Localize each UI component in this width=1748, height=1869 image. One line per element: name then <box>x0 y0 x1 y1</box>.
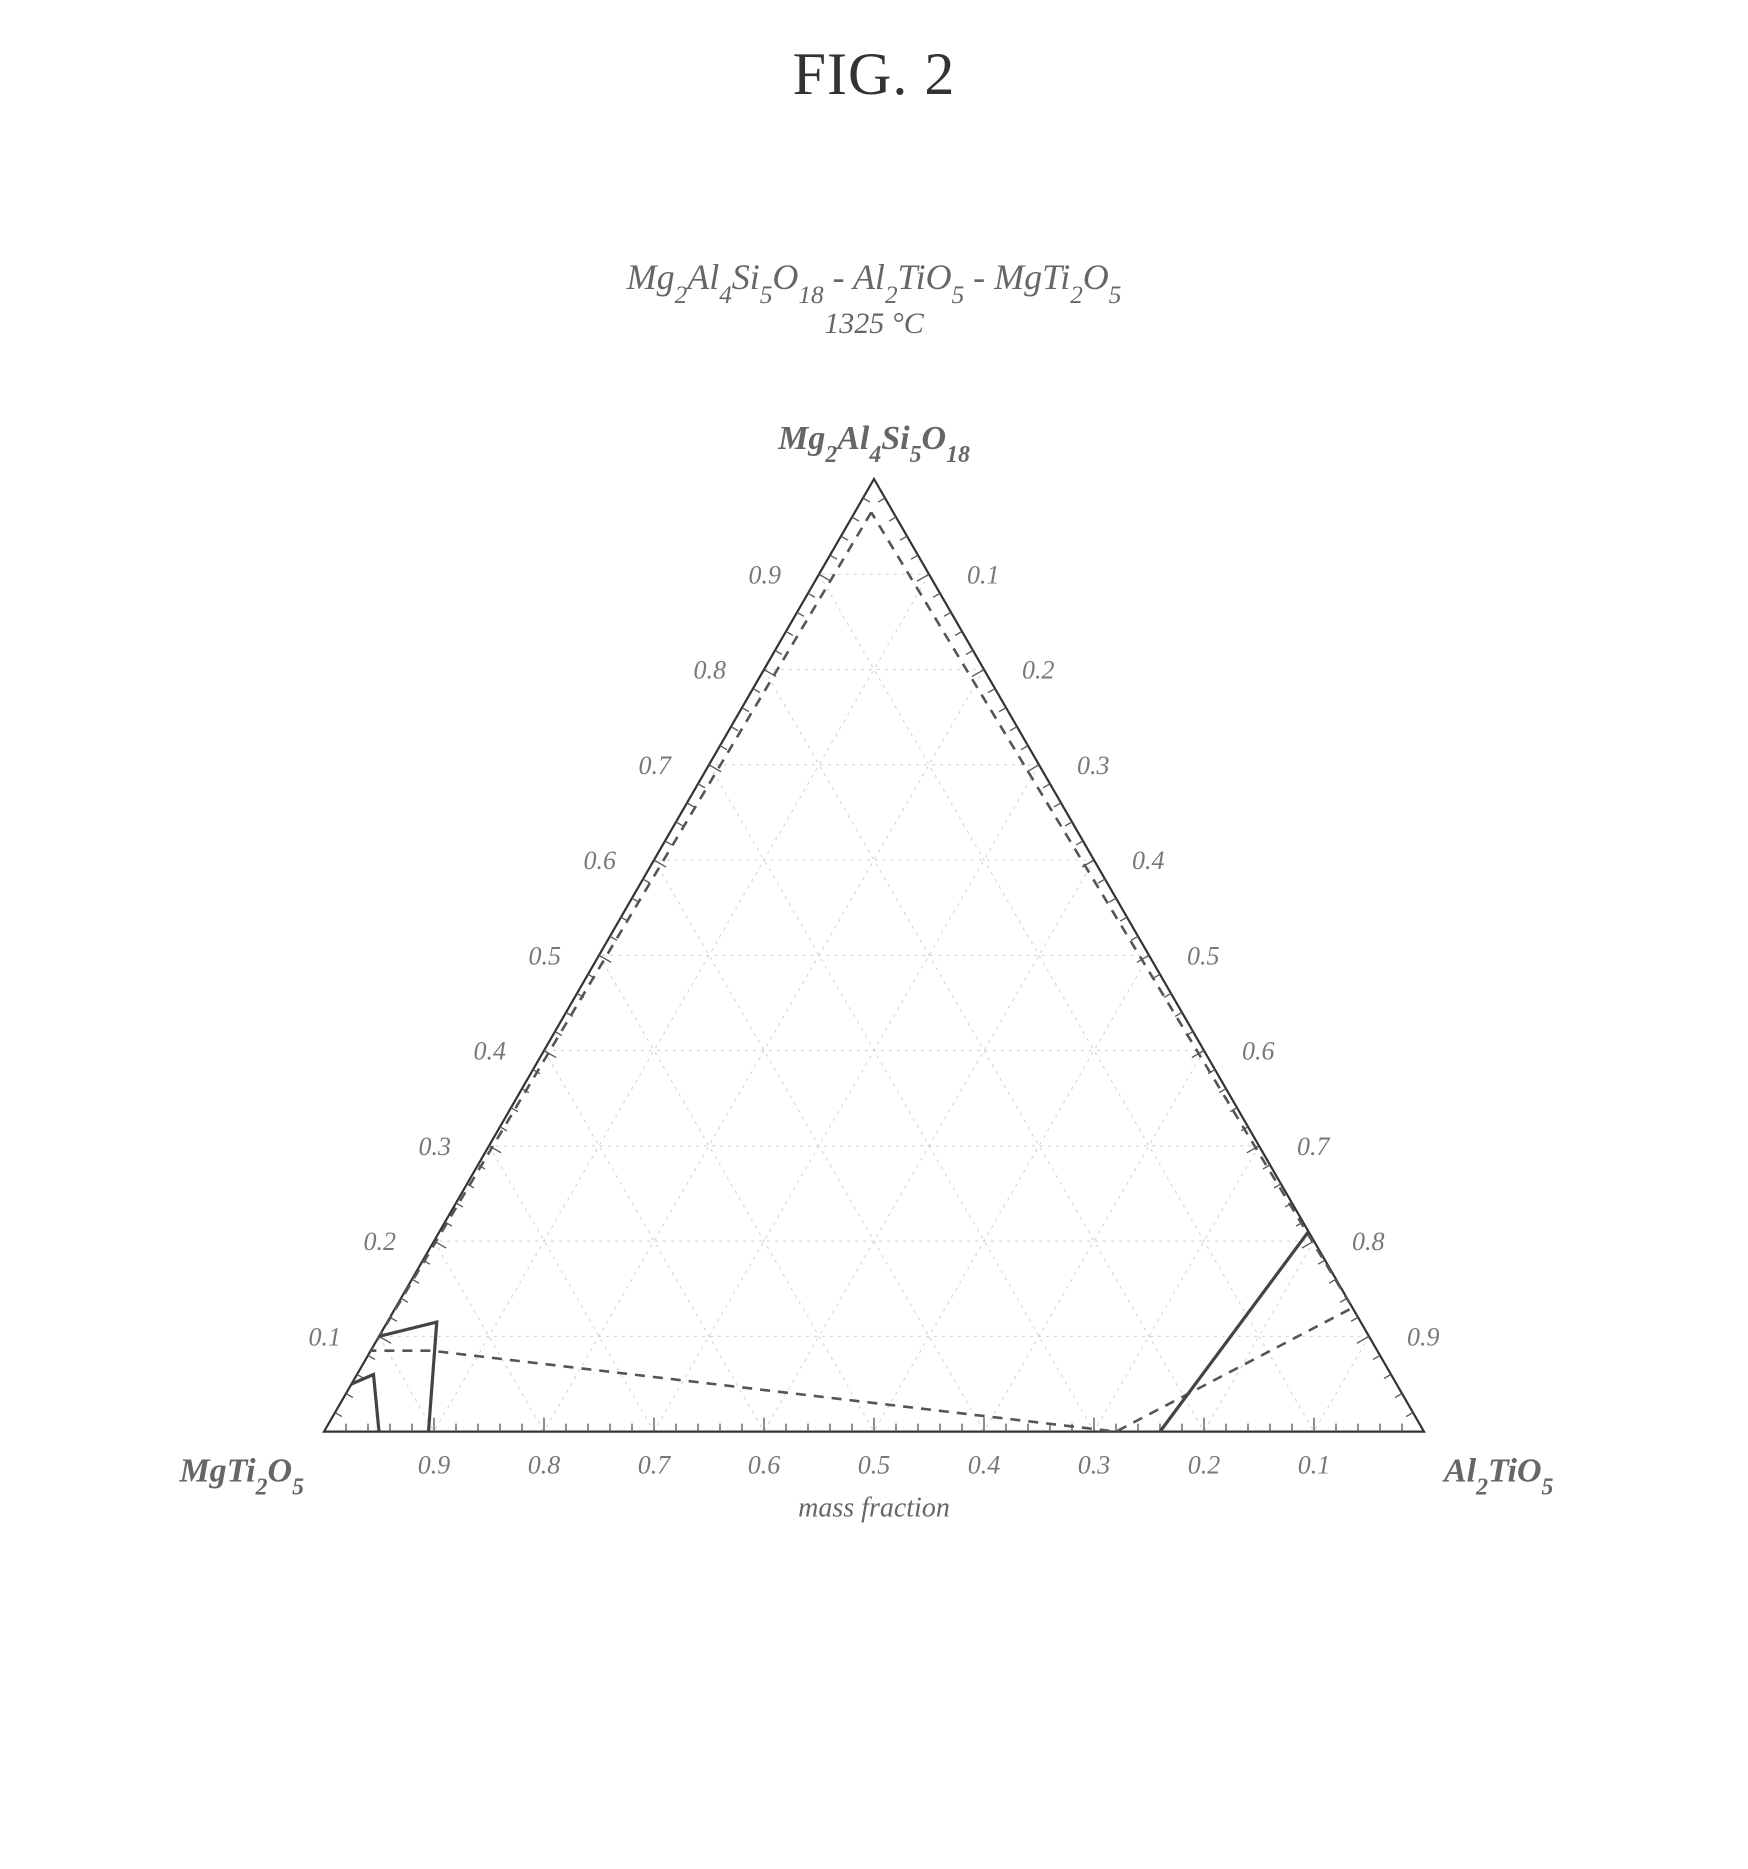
right-tick-label: 0.8 <box>1352 1227 1385 1256</box>
right-tick-label: 0.4 <box>1132 846 1165 875</box>
left-tick-label: 0.7 <box>639 751 673 780</box>
right-tick-label: 0.3 <box>1077 751 1110 780</box>
bottom-tick-label: 0.9 <box>418 1451 451 1480</box>
left-tick-label: 0.8 <box>694 656 727 685</box>
vertex-left-label: MgTi2O5 <box>178 1453 304 1501</box>
left-tick-label: 0.1 <box>309 1322 342 1351</box>
bottom-tick-label: 0.1 <box>1298 1451 1331 1480</box>
bottom-tick-label: 0.4 <box>968 1451 1001 1480</box>
right-tick-label: 0.1 <box>967 560 1000 589</box>
left-tick-label: 0.5 <box>529 941 562 970</box>
dashed-region <box>371 512 1353 1431</box>
solid-boundary-2 <box>1160 1232 1309 1432</box>
left-tick-label: 0.3 <box>419 1132 452 1161</box>
left-tick-label: 0.4 <box>474 1037 507 1066</box>
bottom-tick-label: 0.7 <box>638 1451 672 1480</box>
ternary-diagram: Mg2Al4Si5O18 - Al2TiO5 - MgTi2O51325 °C M… <box>40 219 1708 1659</box>
solid-boundary-0 <box>352 1374 380 1431</box>
tick-marks <box>335 498 1413 1432</box>
bottom-tick-label: 0.2 <box>1188 1451 1221 1480</box>
figure-caption: FIG. 2 <box>40 40 1708 109</box>
bottom-axis-label: mass fraction <box>798 1493 950 1524</box>
right-tick-label: 0.9 <box>1407 1322 1440 1351</box>
vertex-right-label: Al2TiO5 <box>1442 1453 1554 1501</box>
bottom-tick-label: 0.5 <box>858 1451 891 1480</box>
left-tick-label: 0.9 <box>749 560 782 589</box>
diagram-title: Mg2Al4Si5O18 - Al2TiO5 - MgTi2O5 <box>626 257 1122 309</box>
diagram-subtitle: 1325 °C <box>824 307 924 340</box>
right-tick-label: 0.7 <box>1297 1132 1331 1161</box>
solid-boundary-1 <box>379 1322 437 1432</box>
left-tick-label: 0.6 <box>584 846 617 875</box>
bottom-tick-label: 0.8 <box>528 1451 561 1480</box>
bottom-tick-label: 0.6 <box>748 1451 781 1480</box>
right-tick-label: 0.5 <box>1187 941 1220 970</box>
vertex-top-label: Mg2Al4Si5O18 <box>777 420 970 468</box>
left-tick-label: 0.2 <box>364 1227 397 1256</box>
bottom-tick-label: 0.3 <box>1078 1451 1111 1480</box>
grid <box>379 574 1369 1431</box>
right-tick-label: 0.6 <box>1242 1037 1275 1066</box>
right-tick-label: 0.2 <box>1022 656 1055 685</box>
